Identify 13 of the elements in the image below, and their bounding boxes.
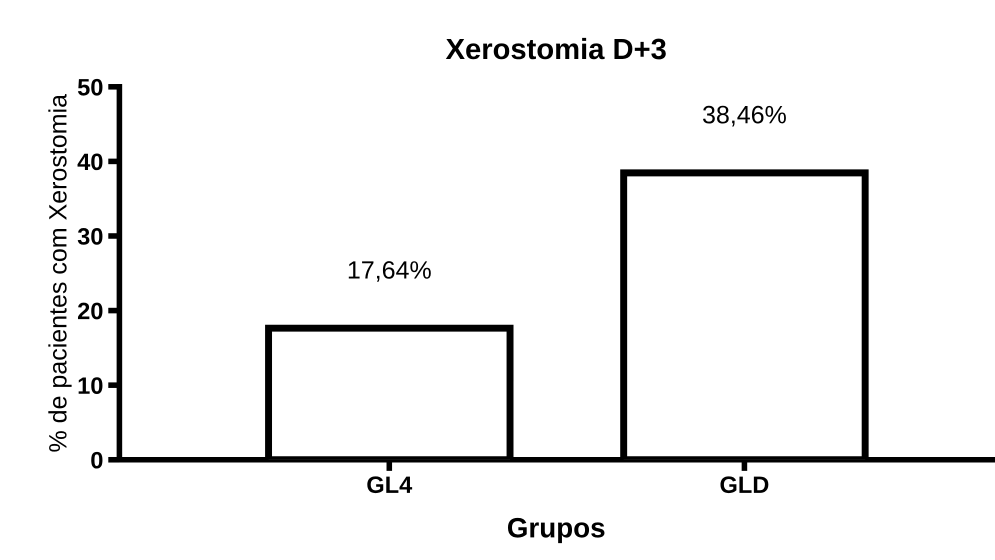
y-tick-label: 0: [91, 452, 102, 469]
y-tick-label: 10: [78, 377, 102, 394]
y-tick-label: 50: [78, 78, 102, 96]
y-tick-label: 40: [78, 153, 102, 170]
x-tick-label: GL4: [367, 476, 412, 494]
y-tick-label: 20: [78, 302, 102, 320]
data-label: 17,64%: [348, 261, 431, 282]
y-tick-label: 30: [78, 228, 102, 245]
x-tick-label: GLD: [720, 476, 768, 494]
data-label: 38,46%: [702, 106, 786, 126]
chart-title: Xerostomia D+3: [446, 38, 666, 60]
y-axis-title: % de pacientes com Xerostomia: [48, 94, 72, 452]
x-axis-title: Grupos: [508, 518, 604, 544]
